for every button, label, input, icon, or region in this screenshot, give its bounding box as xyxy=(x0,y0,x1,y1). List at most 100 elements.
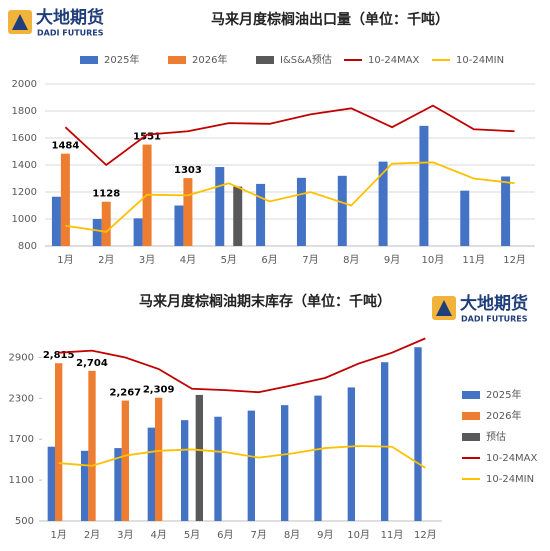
bar xyxy=(174,205,184,246)
legend-label: I&S&A预估 xyxy=(280,53,332,66)
bar xyxy=(256,183,266,246)
x-tick-label: 1月 xyxy=(57,254,73,266)
legend-label: 10-24MAX xyxy=(368,55,420,66)
x-tick-label: 7月 xyxy=(302,254,318,266)
bar xyxy=(181,420,189,521)
logo: 大地期货 DADI FUTURES xyxy=(432,293,528,324)
legend-swatch xyxy=(462,433,480,441)
y-tick-label: 1000 xyxy=(12,214,37,225)
bar xyxy=(233,186,243,246)
y-tick-label: 1400 xyxy=(12,160,37,171)
logo-icon xyxy=(12,14,28,30)
y-tick-label: 1100 xyxy=(9,475,34,486)
x-tick-label: 2月 xyxy=(84,529,100,541)
bar xyxy=(92,219,102,246)
data-label: 1303 xyxy=(174,165,202,176)
line xyxy=(58,337,426,394)
chart-title: 马来月度棕榈油期末库存（单位：千吨） xyxy=(139,293,391,310)
bar xyxy=(101,201,111,246)
chart-title: 马来月度棕榈油出口量（单位：千吨） xyxy=(211,11,449,28)
bar xyxy=(414,347,422,521)
bar xyxy=(114,448,122,521)
bar xyxy=(195,394,203,521)
bar xyxy=(460,190,470,246)
y-tick-label: 2900 xyxy=(9,352,34,363)
bar xyxy=(247,410,255,521)
legend-label: 2025年 xyxy=(486,388,521,401)
x-tick-label: 10月 xyxy=(347,529,370,541)
legend-swatch xyxy=(256,56,274,64)
line xyxy=(65,161,515,233)
x-tick-label: 2月 xyxy=(98,254,114,266)
x-tick-label: 7月 xyxy=(250,529,266,541)
line xyxy=(58,445,426,469)
y-tick-label: 800 xyxy=(18,241,37,252)
logo-name: 大地期货 xyxy=(460,293,528,314)
y-tick-label: 1200 xyxy=(12,187,37,198)
bar xyxy=(60,153,70,246)
legend-swatch xyxy=(462,412,480,420)
bar xyxy=(314,395,322,521)
legend-label: 10-24MIN xyxy=(486,474,534,485)
bar xyxy=(419,125,429,246)
bar xyxy=(378,161,388,246)
x-tick-label: 3月 xyxy=(117,529,133,541)
bar xyxy=(155,397,163,521)
logo: 大地期货 DADI FUTURES xyxy=(8,7,104,38)
logo-name: 大地期货 xyxy=(36,7,104,28)
x-tick-label: 10月 xyxy=(422,254,445,266)
bar xyxy=(88,370,96,521)
x-tick-label: 9月 xyxy=(384,254,400,266)
bar xyxy=(81,450,89,521)
x-tick-label: 6月 xyxy=(217,529,233,541)
x-tick-label: 1月 xyxy=(50,529,66,541)
x-tick-label: 12月 xyxy=(503,254,526,266)
x-tick-label: 5月 xyxy=(221,254,237,266)
logo-subtitle: DADI FUTURES xyxy=(37,29,104,38)
bar xyxy=(147,427,155,521)
logo-subtitle: DADI FUTURES xyxy=(461,315,528,324)
legend-label: 10-24MAX xyxy=(486,453,538,464)
x-tick-label: 4月 xyxy=(150,529,166,541)
bar xyxy=(133,218,143,246)
x-tick-label: 11月 xyxy=(462,254,485,266)
legend-label: 预估 xyxy=(486,430,506,443)
data-label: 2,815 xyxy=(43,350,75,361)
bar xyxy=(51,196,61,246)
y-tick-label: 500 xyxy=(15,516,34,527)
legend-label: 2026年 xyxy=(486,409,521,422)
bar xyxy=(55,363,63,521)
x-tick-label: 8月 xyxy=(343,254,359,266)
legend-label: 10-24MIN xyxy=(456,55,504,66)
data-label: 2,704 xyxy=(76,358,108,369)
bar xyxy=(281,405,289,521)
y-tick-label: 1700 xyxy=(9,434,34,445)
bar xyxy=(501,176,511,246)
bar xyxy=(347,387,355,521)
data-label: 1551 xyxy=(133,132,161,143)
y-tick-label: 2300 xyxy=(9,393,34,404)
x-tick-label: 6月 xyxy=(261,254,277,266)
line xyxy=(64,104,515,167)
x-tick-label: 12月 xyxy=(414,529,437,541)
bar xyxy=(183,178,193,246)
x-tick-label: 5月 xyxy=(184,529,200,541)
legend-swatch xyxy=(462,391,480,399)
x-tick-label: 8月 xyxy=(284,529,300,541)
bar xyxy=(121,400,129,521)
x-tick-label: 11月 xyxy=(381,529,404,541)
legend-label: 2025年 xyxy=(104,53,139,66)
bar xyxy=(215,167,225,246)
bar xyxy=(337,175,347,246)
y-tick-label: 1600 xyxy=(12,133,37,144)
data-label: 1484 xyxy=(51,141,79,152)
x-tick-label: 4月 xyxy=(180,254,196,266)
y-tick-label: 1800 xyxy=(12,106,37,117)
bar xyxy=(214,416,222,521)
data-label: 2,309 xyxy=(143,385,175,396)
x-tick-label: 9月 xyxy=(317,529,333,541)
bar xyxy=(381,362,389,521)
legend-swatch xyxy=(80,56,98,64)
legend-swatch xyxy=(168,56,186,64)
